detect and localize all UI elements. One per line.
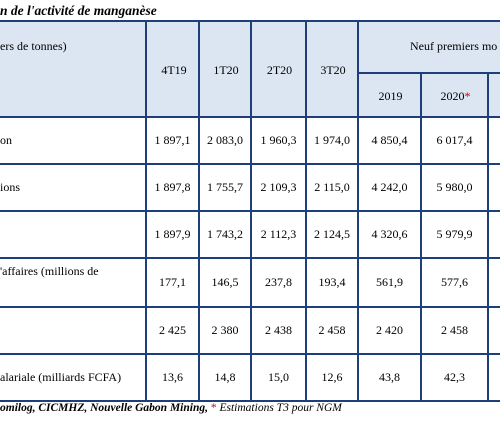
table-cell: 2 112,3 [260, 227, 297, 241]
table-cell: 5 979,9 [436, 227, 473, 241]
row-label: on [0, 133, 12, 147]
table-cell: 577,6 [441, 275, 468, 289]
manganese-activity-table: ers de tonnes) 4T19 1T20 2T20 3T20 Neuf … [0, 20, 500, 402]
table-cell: 2 124,5 [314, 227, 350, 241]
source-footnote: omilog, CICMHZ, Nouvelle Gabon Mining, *… [0, 402, 342, 414]
sub-header-2020-label: 2020 [440, 88, 465, 103]
table-cell: 146,5 [211, 275, 239, 289]
table-cell: 1 755,7 [207, 180, 243, 194]
row-divider [0, 257, 500, 259]
row-label: alariale (milliards FCFA) [0, 370, 122, 384]
col-header-3t20: 3T20 [320, 62, 346, 77]
table-cell: 4 320,6 [371, 227, 408, 241]
table-cell: 1 897,9 [154, 227, 191, 241]
table-cell: 2 115,0 [314, 180, 350, 194]
table-cell: 1 743,2 [207, 227, 243, 241]
footnote-sources: omilog, CICMHZ, Nouvelle Gabon Mining, [0, 402, 208, 414]
footnote-asterisk: * [210, 402, 217, 414]
table-cell: 12,6 [321, 370, 343, 384]
estimate-asterisk: * [464, 88, 471, 103]
row-label: 'affaires (millions de [0, 263, 99, 278]
row-divider [0, 116, 500, 118]
table-cell: 13,6 [162, 370, 183, 384]
row-divider [357, 72, 500, 74]
table-cell: 2 458 [318, 323, 346, 337]
table-cell: 5 980,0 [436, 180, 473, 194]
table-title: n de l'activité de manganèse [0, 3, 157, 18]
table-cell: 2 420 [376, 323, 403, 337]
table-cell: 6 017,4 [436, 133, 473, 147]
sub-header-2020: 2020 * [422, 76, 489, 116]
table-cell: 15,0 [268, 370, 289, 384]
row-divider [0, 353, 500, 355]
row-label: ions [0, 180, 21, 194]
unit-header: ers de tonnes) [0, 38, 67, 53]
col-header-2t20: 2T20 [266, 62, 293, 77]
group-header-nine-months: Neuf premiers mo [410, 38, 498, 53]
table-cell: 561,9 [376, 275, 403, 289]
row-divider [0, 163, 500, 165]
table-cell: 43,8 [379, 370, 400, 384]
table-cell: 4 242,0 [371, 180, 408, 194]
table-cell: 2 438 [265, 323, 292, 337]
table-cell: 4 850,4 [371, 133, 408, 147]
footnote-text: Estimations T3 pour NGM [219, 402, 342, 414]
col-divider [487, 74, 489, 400]
table-cell: 2 380 [211, 323, 239, 337]
table-cell: 2 083,0 [207, 133, 243, 147]
table-cell: 14,8 [214, 370, 236, 384]
table-cell: 237,8 [265, 275, 292, 289]
col-divider [420, 74, 422, 400]
col-header-4t19: 4T19 [161, 62, 187, 77]
table-cell: 2 109,3 [260, 180, 297, 194]
table-cell: 42,3 [444, 370, 465, 384]
table-cell: 2 425 [159, 323, 186, 337]
row-divider [0, 306, 500, 308]
col-header-1t20: 1T20 [213, 62, 239, 77]
table-cell: 1 960,3 [260, 133, 297, 147]
table-cell: 2 458 [441, 323, 468, 337]
table-cell: 1 897,8 [154, 180, 191, 194]
table-cell: 177,1 [159, 275, 186, 289]
table-cell: 1 897,1 [154, 133, 191, 147]
table-cell: 193,4 [318, 275, 346, 289]
sub-header-2019: 2019 [378, 88, 403, 103]
row-divider [0, 210, 500, 212]
table-cell: 1 974,0 [314, 133, 350, 147]
